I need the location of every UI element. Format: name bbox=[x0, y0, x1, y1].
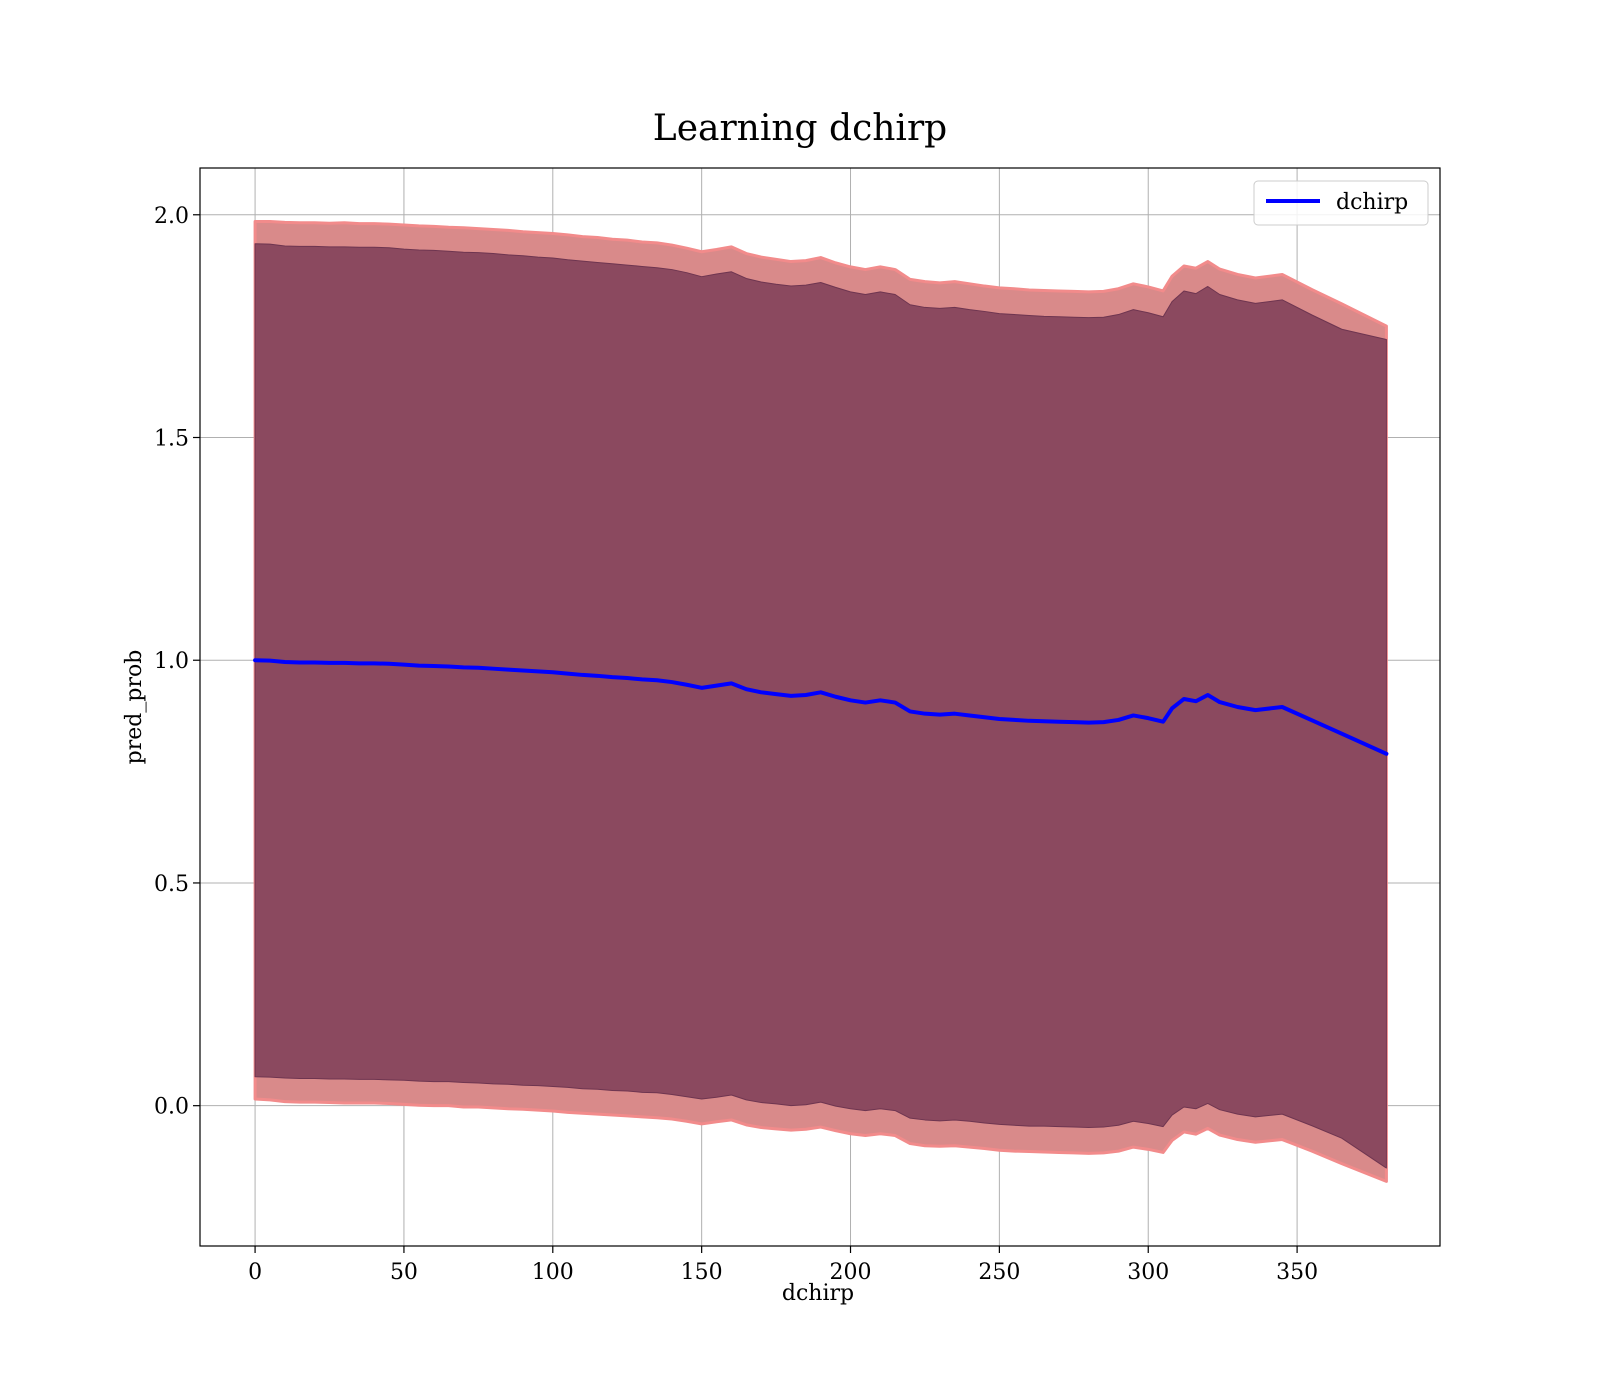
x-axis-label: dchirp bbox=[782, 1281, 854, 1306]
series-line-dchirp bbox=[253, 658, 1389, 756]
y-tick-label: 1.5 bbox=[154, 427, 189, 452]
y-tick-label: 0.0 bbox=[154, 1095, 189, 1120]
x-tick-label: 350 bbox=[1276, 1260, 1318, 1285]
x-tick-label: 0 bbox=[248, 1260, 262, 1285]
chart-title: Learning dchirp bbox=[653, 108, 947, 149]
y-tick-label: 2.0 bbox=[154, 204, 189, 229]
y-tick-label: 0.5 bbox=[154, 872, 189, 897]
x-tick-label: 250 bbox=[978, 1260, 1020, 1285]
plot-frame bbox=[199, 167, 1441, 1247]
x-tick-label: 100 bbox=[532, 1260, 574, 1285]
y-axis-label: pred_prob bbox=[122, 650, 147, 765]
legend-box bbox=[1253, 180, 1429, 226]
y-tick-label: 1.0 bbox=[154, 649, 189, 674]
x-tick-label: 150 bbox=[681, 1260, 723, 1285]
legend-label: dchirp bbox=[1336, 190, 1408, 215]
inner-confidence-band bbox=[254, 243, 1387, 1169]
x-tick-label: 300 bbox=[1127, 1260, 1169, 1285]
x-tick-label: 50 bbox=[390, 1260, 418, 1285]
band-layer bbox=[253, 219, 1388, 1183]
legend: dchirp bbox=[1253, 180, 1429, 226]
x-tick-label: 200 bbox=[830, 1260, 872, 1285]
tick-layer: 0 50 100 150 200 250 300 350 0.0 0.5 1.0 1.5 2.0 bbox=[154, 204, 1318, 1285]
series-layer bbox=[253, 658, 1389, 756]
